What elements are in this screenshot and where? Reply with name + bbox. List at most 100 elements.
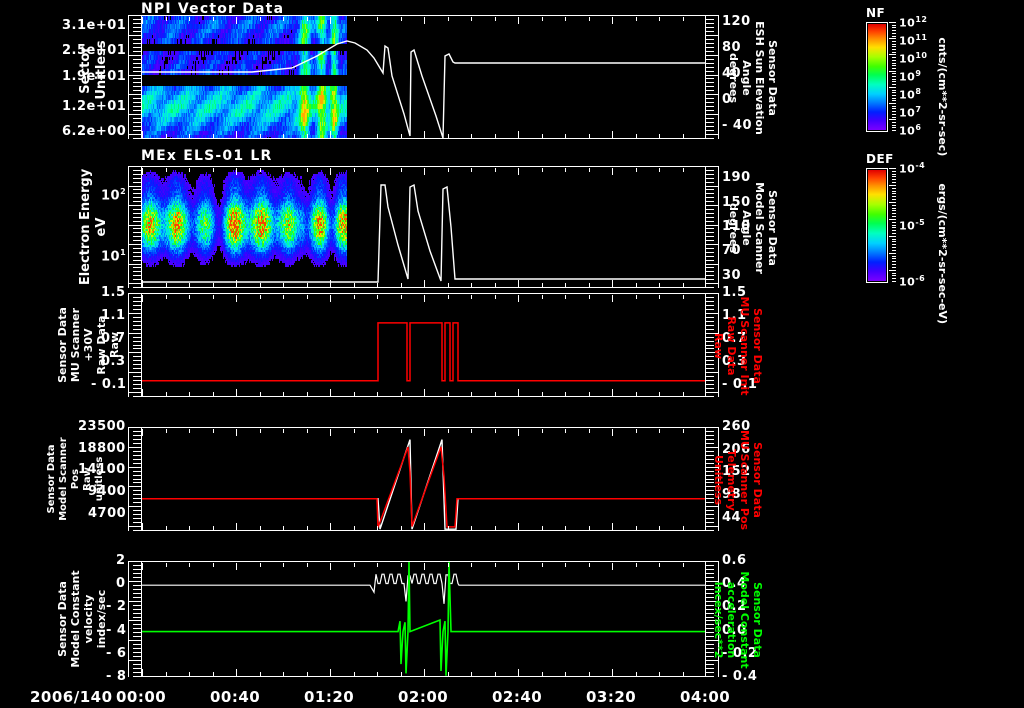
axis-tick-label: 120 bbox=[722, 13, 751, 29]
axis-tick-label: 110 bbox=[722, 219, 751, 234]
axis-tick-mark bbox=[542, 429, 543, 433]
panel-3-minor-ticks bbox=[128, 293, 141, 397]
time-tick-label: 03:20 bbox=[586, 688, 637, 706]
axis-tick-label: 30 bbox=[722, 267, 742, 283]
panel-model-scanner-pos-raw bbox=[141, 427, 706, 531]
nf-colorbar-gradient bbox=[868, 24, 886, 130]
axis-tick-mark bbox=[142, 429, 143, 436]
axis-tick-mark bbox=[354, 563, 355, 567]
axis-tick-mark bbox=[636, 134, 637, 138]
axis-tick-mark bbox=[354, 134, 355, 138]
axis-tick-mark bbox=[307, 392, 308, 396]
axis-tick-mark bbox=[495, 168, 496, 172]
axis-tick-label: 98 bbox=[722, 486, 742, 502]
axis-tick-mark bbox=[213, 563, 214, 567]
axis-tick-mark bbox=[330, 131, 331, 138]
axis-tick-mark bbox=[612, 429, 613, 436]
axis-tick-label: 1.5 bbox=[101, 285, 126, 300]
axis-tick-mark bbox=[142, 131, 143, 138]
axis-tick-mark bbox=[142, 563, 143, 570]
colorbar-tick-label: 1012 bbox=[899, 15, 928, 30]
axis-tick-mark bbox=[260, 283, 261, 287]
axis-tick-mark bbox=[471, 672, 472, 676]
axis-tick-mark bbox=[213, 392, 214, 396]
axis-tick-mark bbox=[589, 17, 590, 21]
axis-tick-label: 6.2e+00 bbox=[62, 123, 127, 139]
axis-tick-mark bbox=[612, 168, 613, 175]
axis-tick-mark bbox=[424, 168, 425, 175]
axis-tick-mark bbox=[189, 526, 190, 530]
axis-tick-mark bbox=[565, 563, 566, 567]
axis-tick-mark bbox=[330, 295, 331, 302]
axis-tick-label: 80 bbox=[722, 39, 742, 55]
axis-tick-mark bbox=[659, 17, 660, 21]
axis-tick-mark bbox=[401, 168, 402, 172]
axis-tick-mark bbox=[283, 168, 284, 172]
axis-tick-mark bbox=[612, 523, 613, 530]
axis-tick-mark bbox=[377, 672, 378, 676]
axis-tick-mark bbox=[471, 17, 472, 21]
axis-tick-mark bbox=[260, 563, 261, 567]
axis-tick-mark bbox=[260, 429, 261, 433]
axis-tick-mark bbox=[612, 131, 613, 138]
axis-tick-mark bbox=[213, 429, 214, 433]
axis-tick-mark bbox=[518, 280, 519, 287]
axis-tick-mark bbox=[354, 672, 355, 676]
axis-tick-mark bbox=[565, 17, 566, 21]
axis-tick-mark bbox=[683, 283, 684, 287]
axis-tick-mark bbox=[377, 134, 378, 138]
axis-tick-label: 1.9e+01 bbox=[62, 69, 127, 84]
axis-tick-mark bbox=[142, 669, 143, 676]
axis-tick-mark bbox=[377, 168, 378, 172]
axis-tick-label: 1.5 bbox=[722, 285, 747, 300]
axis-tick-mark bbox=[307, 563, 308, 567]
colorbar-tick-label: 10-4 bbox=[899, 161, 926, 176]
axis-tick-mark bbox=[142, 17, 143, 24]
axis-tick-mark bbox=[636, 526, 637, 530]
axis-tick-mark bbox=[589, 295, 590, 299]
axis-tick-mark bbox=[542, 17, 543, 21]
colorbar-tick-label: 106 bbox=[899, 123, 922, 138]
axis-tick-label: 190 bbox=[722, 170, 751, 186]
axis-tick-mark bbox=[589, 134, 590, 138]
axis-tick-label: 260 bbox=[722, 419, 751, 434]
axis-tick-mark bbox=[542, 295, 543, 299]
axis-tick-mark bbox=[354, 283, 355, 287]
nf-colorbar-ticks bbox=[888, 22, 896, 132]
axis-tick-mark bbox=[354, 392, 355, 396]
axis-tick-mark bbox=[495, 672, 496, 676]
axis-tick-mark bbox=[495, 283, 496, 287]
axis-tick-label: 1.2e+01 bbox=[62, 98, 127, 114]
axis-tick-label: 0.3 bbox=[101, 354, 126, 370]
axis-tick-mark bbox=[307, 672, 308, 676]
time-tick-label: 00:40 bbox=[210, 688, 261, 706]
axis-tick-mark bbox=[683, 672, 684, 676]
time-tick-label: 00:00 bbox=[116, 688, 167, 706]
colorbar-tick-label: 10-6 bbox=[899, 274, 926, 289]
axis-tick-mark bbox=[260, 17, 261, 21]
axis-tick-mark bbox=[142, 295, 143, 302]
axis-tick-mark bbox=[377, 17, 378, 21]
axis-tick-mark bbox=[260, 392, 261, 396]
axis-tick-label: 0.7 bbox=[722, 331, 747, 347]
axis-tick-mark bbox=[354, 429, 355, 433]
axis-tick-mark bbox=[166, 295, 167, 299]
axis-tick-label: - 0.1 bbox=[722, 377, 758, 393]
model-constant-trace bbox=[142, 562, 705, 676]
axis-tick-mark bbox=[354, 168, 355, 172]
time-tick-label: 01:20 bbox=[304, 688, 355, 706]
axis-tick-mark bbox=[683, 134, 684, 138]
axis-tick-mark bbox=[236, 295, 237, 302]
overlay-trace bbox=[142, 439, 705, 530]
axis-tick-mark bbox=[589, 429, 590, 433]
axis-tick-mark bbox=[448, 168, 449, 172]
axis-tick-mark bbox=[236, 131, 237, 138]
time-tick-label: 02:00 bbox=[398, 688, 449, 706]
axis-tick-mark bbox=[236, 280, 237, 287]
axis-tick-mark bbox=[260, 526, 261, 530]
axis-tick-mark bbox=[518, 295, 519, 302]
axis-tick-mark bbox=[471, 168, 472, 172]
date-label: 2006/140 bbox=[30, 688, 113, 706]
axis-tick-mark bbox=[283, 526, 284, 530]
